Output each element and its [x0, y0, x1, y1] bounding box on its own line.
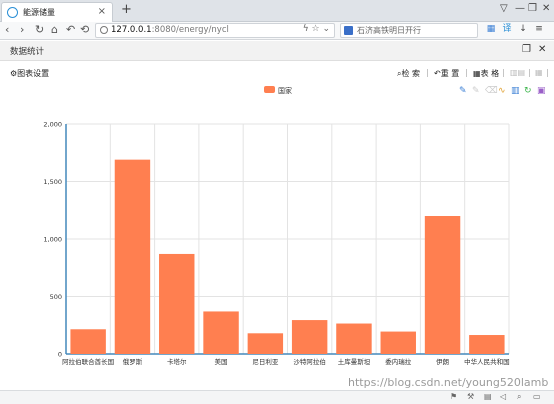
bar — [70, 329, 106, 354]
trash-icon[interactable]: ▤ — [484, 392, 492, 401]
x-tick-label: 土库曼斯坦 — [338, 357, 371, 366]
bar-chart: 国家 ✎ ✎ ⌫ ∿ ▥ ↻ ▣ 0 500 1,000 1,500 2,000 阿拉伯联合酋长国 俄罗斯 卡… — [43, 86, 546, 366]
legend-swatch — [264, 86, 275, 93]
mark-clear-icon[interactable]: ⌫ — [484, 86, 498, 96]
tools-icon[interactable]: ⚒ — [467, 392, 475, 401]
mark-icon[interactable]: ✎ — [459, 86, 467, 96]
divider: | — [546, 68, 549, 77]
screenshot-icon[interactable]: ⌕ — [517, 392, 522, 401]
bar — [291, 320, 328, 354]
chart-area: 国家 ✎ ✎ ⌫ ∿ ▥ ↻ ▣ 0 500 1,000 1,500 2,000 阿拉伯联合酋长国 俄罗斯 卡… — [0, 82, 554, 380]
watermark: https://blog.csdn.net/young520lamb — [348, 376, 549, 389]
menu-icon[interactable]: ≡ — [535, 24, 543, 34]
search-placeholder: 石济高铁明日开行 — [357, 26, 421, 35]
page-header: 数据统计 ❐ ✕ — [0, 41, 554, 61]
tab-bar: 能源储量 × + ▽ — ❐ ✕ — [0, 0, 554, 22]
window-menu-icon[interactable]: ▽ — [500, 3, 508, 14]
apps-icon[interactable]: ▦ — [486, 24, 496, 34]
zoom-icon[interactable]: ▭ — [533, 392, 541, 401]
back-icon[interactable]: ‹ — [5, 23, 10, 36]
table-button[interactable]: ▦表 格 — [473, 69, 500, 78]
x-tick-label: 俄罗斯 — [123, 357, 143, 366]
translate-icon[interactable]: 译 — [502, 24, 512, 34]
close-panel-icon[interactable]: ✕ — [538, 44, 547, 55]
divider: | — [426, 68, 429, 77]
y-tick-label: 1,500 — [43, 178, 62, 186]
address-bar[interactable]: 127.0.0.1:8080/energy/nycl ϟ ☆ ⌄ — [95, 23, 335, 38]
reset-button[interactable]: ↶重 置 — [434, 69, 460, 78]
sound-icon[interactable]: ◁ — [500, 392, 507, 401]
chart-toolbar: ⚙图表设置 ⌕检 索 | ↶重 置 | ▦表 格 | ▥▤ | ▦ | — [0, 62, 554, 82]
bar-chart-icon[interactable]: ▥ — [511, 86, 520, 96]
restore-icon[interactable]: ⟲ — [80, 23, 90, 36]
forward-icon[interactable]: › — [20, 23, 25, 36]
bar — [380, 331, 416, 354]
bar — [469, 335, 505, 354]
bar — [114, 159, 151, 354]
bar — [336, 323, 372, 354]
close-window-icon[interactable]: ✕ — [542, 3, 551, 14]
download-icon[interactable]: ↓ — [519, 24, 527, 34]
status-bar: ⚑ ⚒ ▤ ◁ ⌕ ▭ — [0, 390, 554, 404]
divider: | — [502, 68, 505, 77]
x-tick-label: 卡塔尔 — [167, 357, 187, 366]
favicon-icon — [7, 7, 18, 18]
search-button[interactable]: ⌕检 索 — [397, 69, 421, 78]
new-tab-button[interactable]: + — [121, 2, 132, 17]
reload-icon[interactable]: ↻ — [35, 23, 45, 36]
bar — [203, 311, 239, 354]
y-tick-label: 500 — [50, 293, 62, 301]
divider: | — [528, 68, 531, 77]
x-tick-label: 沙特阿拉伯 — [293, 357, 326, 366]
chart-settings-button[interactable]: ⚙图表设置 — [10, 69, 50, 78]
search-engine-icon — [344, 26, 353, 35]
x-tick-label: 中华人民共和国 — [464, 357, 510, 366]
line-chart-icon[interactable]: ∿ — [498, 86, 506, 96]
minimize-icon[interactable]: — — [515, 3, 525, 14]
undo-icon: ↶ — [434, 69, 441, 78]
home-icon[interactable]: ⌂ — [51, 23, 58, 36]
bar — [159, 253, 195, 354]
export-icon-disabled: ▦ — [535, 68, 543, 77]
x-tick-label: 美国 — [215, 357, 228, 366]
y-tick-label: 0 — [58, 351, 62, 359]
search-box[interactable]: 石济高铁明日开行 — [340, 23, 478, 38]
save-image-icon[interactable]: ▣ — [537, 86, 546, 96]
extension-icon[interactable]: ⚑ — [450, 392, 458, 401]
navigation-bar: ‹ › ↻ ⌂ ↶ ⟲ 127.0.0.1:8080/energy/nycl ϟ… — [0, 22, 554, 40]
mark-undo-icon[interactable]: ✎ — [472, 86, 480, 96]
maximize-icon[interactable]: ❐ — [528, 3, 537, 14]
gear-icon: ⚙ — [10, 69, 18, 78]
browser-tab[interactable]: 能源储量 × — [1, 2, 113, 22]
tab-title: 能源储量 — [23, 8, 55, 17]
popout-icon[interactable]: ❐ — [522, 44, 531, 55]
bar — [247, 333, 284, 354]
refresh-icon[interactable]: ↻ — [524, 86, 532, 96]
y-tick-label: 2,000 — [43, 121, 62, 129]
legend-label: 国家 — [278, 86, 292, 95]
close-tab-icon[interactable]: × — [97, 6, 106, 17]
url-text: 127.0.0.1:8080/energy/nycl — [111, 25, 229, 35]
y-tick-label: 1,000 — [43, 236, 62, 244]
x-tick-label: 伊朗 — [436, 357, 449, 366]
x-tick-label: 阿拉伯联合酋长国 — [62, 357, 114, 366]
url-actions-icon[interactable]: ϟ ☆ ⌄ — [302, 24, 330, 34]
page-title: 数据统计 — [10, 47, 45, 57]
undo-icon[interactable]: ↶ — [66, 23, 76, 36]
info-icon — [100, 26, 108, 34]
table-icon: ▦ — [473, 69, 481, 78]
x-tick-label: 尼日利亚 — [252, 357, 279, 366]
x-tick-label: 委内瑞拉 — [385, 357, 412, 366]
divider: | — [465, 68, 468, 77]
magnifier-icon: ⌕ — [397, 69, 402, 78]
bar — [424, 216, 461, 354]
chart-icon-disabled: ▥▤ — [510, 68, 526, 77]
